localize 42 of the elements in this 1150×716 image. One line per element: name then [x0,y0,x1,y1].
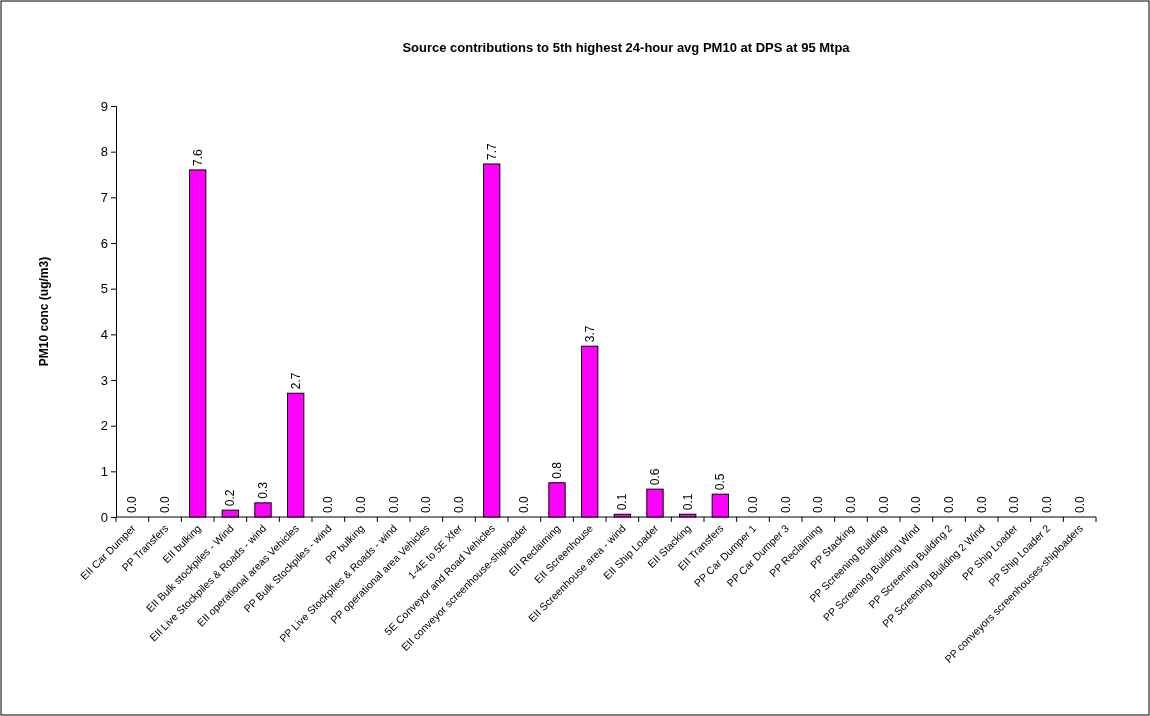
data-label: 0.2 [223,489,238,507]
data-label: 0.0 [942,495,956,513]
y-tick-label: 6 [100,235,108,251]
chart-title: Source contributions to 5th highest 24-hour avg PM10 at DPS at 95 Mtpa [402,40,851,55]
y-tick-label: 2 [100,418,108,434]
data-label: 0.0 [811,495,826,513]
data-label: 3.7 [582,325,597,343]
data-label: 0.0 [1072,495,1087,513]
data-label: 0.0 [909,495,924,513]
y-tick-label: 0 [100,509,108,525]
data-label: 0.0 [1040,495,1054,513]
y-tick-label: 4 [100,326,108,342]
data-label: 0.0 [321,495,336,513]
y-tick-label: 8 [100,144,108,160]
y-tick-label: 1 [100,463,108,479]
y-axis-title: PM10 conc (ug/m3) [37,256,51,367]
y-tick-label: 9 [100,98,108,114]
data-label: 0.0 [778,495,793,513]
data-label: 0.0 [1007,495,1022,513]
data-label: 0.0 [125,495,140,513]
data-label: 0.0 [452,495,466,513]
data-label: 0.0 [876,495,891,513]
data-label: 0.0 [517,495,532,513]
data-label: 0.0 [746,495,760,513]
y-tick-label: 7 [100,189,108,205]
data-label: 0.1 [680,493,695,511]
y-tick-label: 5 [100,281,108,297]
data-label: 0.0 [158,495,172,513]
data-label: 0.0 [419,495,434,513]
data-label: 0.0 [354,495,368,513]
y-tick-label: 3 [100,372,108,388]
data-label: 0.8 [550,461,564,479]
data-label: 0.5 [713,473,728,491]
data-label: 7.7 [484,142,499,160]
data-label: 0.0 [844,495,858,513]
data-label: 0.6 [648,468,662,486]
data-label: 0.3 [256,481,270,499]
data-label: 2.7 [288,372,303,390]
data-label: 0.0 [974,495,989,513]
data-label: 0.1 [615,493,630,511]
data-label: 0.0 [386,495,401,513]
data-label: 7.6 [190,148,205,166]
